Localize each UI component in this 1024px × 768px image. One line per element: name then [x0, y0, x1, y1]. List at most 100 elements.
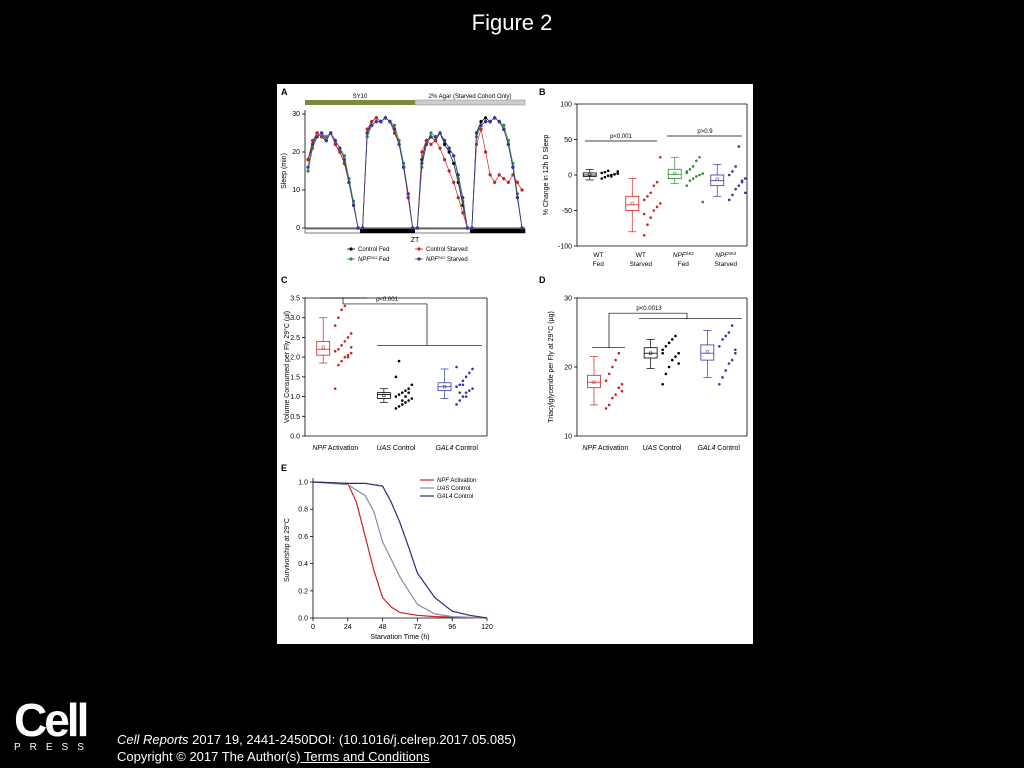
- panel-e-xlabel: Starvation Time (h): [370, 634, 429, 641]
- panel-a-point: [388, 120, 392, 124]
- panel-d-category-label-part: GAL4: [697, 445, 715, 452]
- copyright-text: Copyright © 2017 The Author(s): [117, 749, 301, 764]
- panel-c-datapoint: [340, 359, 343, 363]
- panel-d-mean: [649, 351, 653, 355]
- citation-line: Cell Reports 2017 19, 2441-2450DOI: (10.…: [117, 731, 516, 748]
- panel-a-point: [520, 226, 524, 230]
- panel-a-point: [452, 180, 456, 184]
- panel-a-legend-label-part: SK2: [370, 255, 377, 260]
- panel-b-datapoint: [734, 187, 737, 191]
- panel-b-annotation: p>0.9: [697, 129, 713, 135]
- panel-d-datapoint: [730, 358, 734, 362]
- panel-e-series-line: [312, 481, 488, 619]
- panel-b-datapoint: [652, 209, 656, 212]
- panel-a-point: [506, 180, 510, 184]
- panel-b-datapoint: [737, 184, 741, 187]
- panel-a-point: [474, 131, 479, 135]
- panel-e-xtick-label: 120: [481, 624, 493, 631]
- panel-b-category-label-part: NPF: [673, 252, 687, 259]
- panel-d-datapoint: [604, 407, 608, 410]
- panel-b-category-label: Fed: [593, 261, 605, 268]
- panel-c-datapoint: [455, 385, 458, 389]
- panel-a-point: [365, 131, 369, 135]
- panel-c-datapoint: [394, 407, 398, 410]
- panel-c-datapoint: [337, 347, 340, 351]
- panel-c-ytick-label: 3.5: [290, 296, 300, 303]
- panel-b-category-label: NPFSK2: [673, 251, 695, 260]
- panel-d-datapoint: [734, 348, 737, 352]
- panel-c-annotation: p<0.001: [376, 297, 399, 303]
- panel-a-point: [338, 150, 342, 154]
- panel-a-point: [424, 142, 428, 146]
- panel-a-point: [488, 173, 492, 177]
- panel-a-point: [433, 135, 438, 139]
- panel-letter-d: D: [539, 275, 546, 285]
- panel-d-datapoint: [620, 382, 624, 386]
- panel-e-series-line: [312, 481, 488, 619]
- panel-a-point: [420, 150, 424, 154]
- panel-e-legend-label: GAL4 Control: [437, 494, 473, 500]
- panel-d-datapoint: [718, 345, 721, 348]
- panel-c-datapoint: [337, 316, 340, 320]
- panel-c-datapoint: [346, 353, 350, 357]
- panel-b-datapoint: [743, 191, 747, 195]
- panel-a-point: [515, 196, 520, 200]
- panel-a-point: [511, 165, 515, 169]
- panel-c-datapoint: [333, 349, 337, 353]
- panel-e-ytick-label: 0.0: [298, 616, 308, 623]
- terms-link[interactable]: Terms and Conditions: [300, 749, 430, 764]
- panel-d-category-label-part: NPF: [582, 445, 597, 452]
- panel-b-datapoint: [600, 171, 604, 175]
- panel-a-point: [483, 116, 488, 120]
- panel-b-datapoint: [658, 155, 662, 159]
- panel-b-category-label: WT: [636, 252, 646, 259]
- panel-a-point: [374, 116, 378, 120]
- panel-d-datapoint: [661, 348, 664, 352]
- panel-b-datapoint: [652, 184, 656, 187]
- panel-b-datapoint: [642, 234, 646, 237]
- panel-b-mean: [715, 177, 719, 181]
- panel-d-datapoint: [614, 393, 617, 396]
- panel-e-legend-label-part: GAL4: [437, 494, 453, 500]
- panel-a-point: [379, 120, 383, 124]
- panel-d-ylabel: Triacylglyceride per Fly at 29°C (µg): [547, 311, 555, 423]
- panel-c-datapoint: [404, 389, 407, 392]
- panel-a-point: [502, 177, 506, 181]
- panel-d-mean: [592, 380, 596, 384]
- panel-a-point: [442, 142, 447, 146]
- panel-b-datapoint: [695, 175, 698, 178]
- sy10-label: SY10: [353, 94, 368, 100]
- panel-a-point: [479, 123, 483, 127]
- panel-c-datapoint: [461, 379, 465, 383]
- panel-b-datapoint: [701, 172, 705, 175]
- panel-a-point: [402, 165, 406, 169]
- legend-marker: [349, 247, 353, 251]
- panel-d-mean: [705, 350, 709, 354]
- panel-a-point: [470, 226, 474, 230]
- panel-a-ytick-label: 0: [296, 225, 300, 232]
- dark-phase: [470, 229, 525, 233]
- panel-d-datapoint: [677, 351, 680, 355]
- panel-a-point: [306, 158, 310, 162]
- panel-a-point: [406, 192, 410, 196]
- panel-d-datapoint: [727, 331, 731, 334]
- panel-b-datapoint: [734, 165, 737, 168]
- panel-a-point: [438, 131, 442, 135]
- panel-a-series-line: [307, 117, 523, 229]
- panel-b-ytick-label: 100: [560, 102, 572, 109]
- panel-d-datapoint: [661, 351, 664, 355]
- panel-d-datapoint: [614, 358, 617, 362]
- panel-b-category-label-part: SK2: [686, 251, 695, 256]
- panel-a-point: [415, 226, 419, 230]
- panel-a-legend-label: NPFSK2 Starved: [426, 255, 468, 264]
- agar-label: 2% Agar (Starved Cohort Only): [429, 94, 512, 100]
- panel-d-datapoint: [734, 351, 737, 355]
- panel-e-legend-label-part: Control: [452, 494, 473, 500]
- panel-d-datapoint: [674, 334, 677, 338]
- panel-c-datapoint: [343, 304, 347, 308]
- panel-c-datapoint: [397, 393, 401, 396]
- panel-e-ytick-label: 0.8: [298, 507, 308, 514]
- panel-e-xtick-label: 24: [344, 624, 352, 631]
- panel-b-category-label-part: NPF: [715, 252, 729, 259]
- panel-b-datapoint: [685, 171, 689, 175]
